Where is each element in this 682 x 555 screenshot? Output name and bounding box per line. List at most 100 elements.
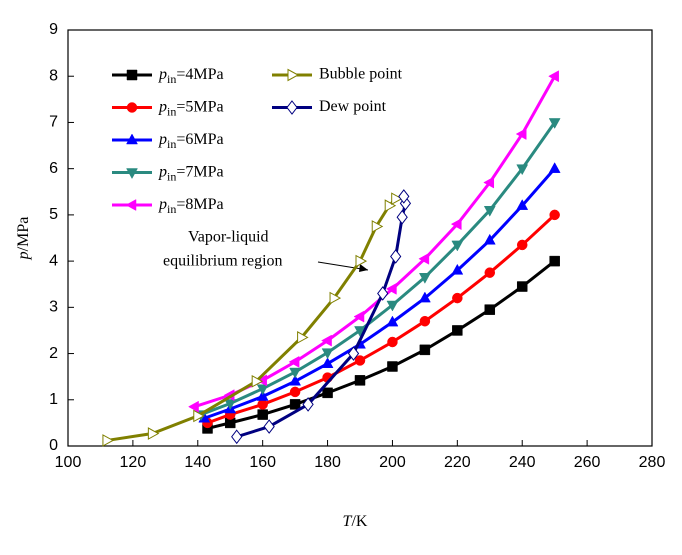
marker bbox=[288, 355, 300, 368]
marker bbox=[354, 375, 366, 386]
marker bbox=[289, 374, 302, 386]
series-line bbox=[203, 167, 556, 420]
annotation: Vapor-liquid bbox=[188, 229, 269, 246]
marker bbox=[355, 254, 368, 268]
y-tick-label: 3 bbox=[49, 299, 58, 316]
x-tick-label: 100 bbox=[55, 454, 82, 471]
y-tick-label: 8 bbox=[49, 67, 58, 84]
marker bbox=[125, 199, 137, 211]
legend-label: pin=4MPa bbox=[158, 66, 224, 86]
x-axis-title: T/K bbox=[343, 513, 368, 530]
marker bbox=[188, 400, 199, 413]
marker bbox=[193, 409, 205, 423]
marker bbox=[387, 361, 398, 372]
legend-label: Dew point bbox=[319, 98, 387, 115]
marker bbox=[451, 263, 464, 275]
marker bbox=[256, 390, 269, 401]
marker bbox=[377, 286, 389, 301]
marker bbox=[390, 249, 402, 264]
marker bbox=[549, 255, 560, 267]
marker bbox=[386, 315, 399, 327]
marker bbox=[147, 427, 160, 440]
arrow-head bbox=[359, 264, 368, 272]
x-tick-label: 220 bbox=[444, 454, 471, 471]
marker bbox=[126, 69, 138, 81]
marker bbox=[391, 192, 403, 206]
marker bbox=[418, 273, 431, 284]
plot-frame bbox=[67, 29, 653, 447]
y-tick-label: 4 bbox=[49, 252, 58, 269]
marker bbox=[224, 399, 237, 410]
marker bbox=[126, 133, 138, 145]
legend-label: pin=8MPa bbox=[158, 196, 224, 216]
series-line bbox=[207, 259, 556, 430]
marker bbox=[396, 209, 408, 225]
legend-label: Bubble point bbox=[319, 66, 403, 83]
y-tick-label: 5 bbox=[49, 206, 58, 223]
marker bbox=[386, 300, 399, 312]
x-tick-label: 260 bbox=[574, 454, 601, 471]
marker bbox=[251, 374, 264, 388]
y-tick-label: 9 bbox=[49, 21, 58, 38]
marker bbox=[126, 102, 138, 113]
marker bbox=[289, 399, 301, 410]
marker bbox=[516, 164, 529, 176]
marker bbox=[302, 397, 314, 412]
x-tick-label: 240 bbox=[509, 454, 536, 471]
marker bbox=[353, 310, 365, 323]
x-tick-label: 280 bbox=[639, 454, 666, 471]
marker bbox=[287, 68, 300, 82]
marker bbox=[452, 325, 463, 336]
marker bbox=[322, 387, 333, 399]
legend-label: pin=7MPa bbox=[158, 163, 224, 183]
marker bbox=[263, 419, 275, 434]
marker bbox=[321, 348, 334, 360]
series-line bbox=[206, 213, 556, 425]
marker bbox=[483, 233, 496, 245]
marker bbox=[515, 128, 527, 140]
marker bbox=[289, 386, 301, 398]
marker bbox=[257, 399, 268, 410]
marker bbox=[483, 176, 495, 189]
series-line bbox=[200, 121, 556, 416]
marker bbox=[516, 239, 528, 251]
marker bbox=[549, 209, 560, 221]
marker bbox=[484, 267, 496, 278]
marker bbox=[256, 384, 269, 396]
series-line bbox=[106, 197, 397, 442]
y-tick-label: 6 bbox=[49, 160, 58, 177]
x-tick-label: 200 bbox=[379, 454, 406, 471]
marker bbox=[418, 291, 431, 303]
marker bbox=[297, 331, 309, 344]
marker bbox=[289, 367, 302, 379]
marker bbox=[329, 291, 342, 305]
annotation: equilibrium region bbox=[163, 253, 283, 270]
y-tick-label: 7 bbox=[49, 114, 58, 131]
marker bbox=[548, 118, 561, 129]
marker bbox=[102, 434, 114, 447]
marker bbox=[548, 162, 561, 173]
marker bbox=[451, 240, 464, 252]
marker bbox=[385, 282, 397, 295]
marker bbox=[483, 206, 496, 217]
marker bbox=[398, 189, 410, 204]
marker bbox=[516, 281, 528, 292]
marker bbox=[126, 168, 138, 180]
legend-label: pin=5MPa bbox=[158, 98, 224, 118]
marker bbox=[286, 100, 298, 115]
marker bbox=[484, 304, 496, 315]
legend-label: pin=6MPa bbox=[158, 131, 224, 151]
marker bbox=[516, 199, 529, 210]
marker bbox=[257, 409, 268, 420]
marker bbox=[450, 218, 462, 231]
marker bbox=[231, 429, 243, 445]
x-tick-label: 160 bbox=[249, 454, 276, 471]
y-axis-title: p/MPa bbox=[15, 217, 32, 261]
marker bbox=[548, 70, 559, 83]
marker bbox=[387, 336, 398, 348]
marker bbox=[347, 346, 360, 361]
x-tick-label: 180 bbox=[314, 454, 341, 471]
marker bbox=[371, 220, 384, 233]
